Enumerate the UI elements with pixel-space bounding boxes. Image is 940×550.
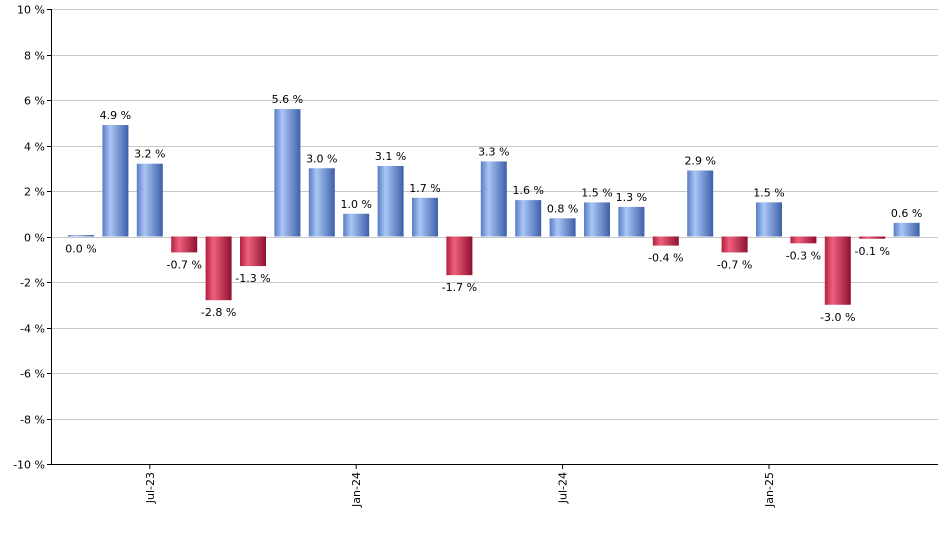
axes	[51, 9, 938, 465]
data-label-jun-24: 3.3 %	[478, 145, 509, 158]
y-tick-label: -4 %	[20, 323, 45, 336]
data-label-sep-24: 1.5 %	[581, 186, 612, 199]
bar-apr-25	[824, 236, 851, 305]
bar-dec-23	[274, 109, 301, 237]
data-label-jun-25: 0.6 %	[891, 207, 922, 220]
data-label-sep-23: -0.7 %	[166, 258, 201, 271]
data-label-jan-24: 3.0 %	[306, 152, 337, 165]
data-label-feb-24: 1.0 %	[340, 198, 371, 211]
y-tick-label: 10 %	[17, 4, 45, 17]
bar-may-25	[859, 236, 886, 239]
bar-jan-24	[308, 168, 335, 237]
x-tick-label: Jan-25	[763, 472, 776, 508]
y-tick-label: -2 %	[20, 277, 45, 290]
data-label-may-25: -0.1 %	[854, 245, 889, 258]
bar-mar-24	[377, 165, 404, 237]
bars	[68, 109, 920, 305]
bar-jul-24	[515, 200, 542, 237]
bar-jun-24	[480, 161, 507, 237]
data-label-may-24: -1.7 %	[442, 281, 477, 294]
data-label-aug-24: 0.8 %	[547, 202, 578, 215]
data-label-apr-25: -3.0 %	[820, 311, 855, 324]
bar-mar-25	[790, 236, 817, 244]
bar-dec-24	[687, 170, 714, 237]
y-tick-label: 8 %	[24, 50, 45, 63]
data-label-nov-24: -0.4 %	[648, 252, 683, 265]
x-axis-tick-labels: Jul-23 Jan-24 Jul-24 Jan-25	[144, 464, 776, 508]
data-label-dec-24: 2.9 %	[684, 155, 715, 168]
data-label-apr-24: 1.7 %	[409, 182, 440, 195]
y-tick-label: -6 %	[20, 368, 45, 381]
data-label-oct-23: -2.8 %	[201, 306, 236, 319]
y-axis-tick-labels: 10 % 8 % 6 % 4 % 2 % 0 % -2 % -4 % -6 % -8 % -10 %	[13, 4, 51, 472]
bar-feb-24	[343, 213, 370, 237]
bar-jun-23	[68, 235, 94, 237]
data-label-feb-25: 1.5 %	[753, 186, 784, 199]
bar-may-24	[446, 236, 473, 276]
bar-jun-25	[893, 222, 920, 237]
data-label-jan-25: -0.7 %	[717, 258, 752, 271]
data-label-aug-23: 3.2 %	[134, 148, 165, 161]
bar-feb-25	[756, 202, 782, 237]
y-tick-label: -8 %	[20, 414, 45, 427]
bar-nov-23	[240, 236, 266, 267]
bar-jan-25	[721, 236, 748, 253]
data-label-mar-24: 3.1 %	[375, 150, 406, 163]
data-label-oct-24: 1.3 %	[616, 191, 647, 204]
x-tick-label: Jul-24	[557, 472, 570, 504]
bar-aug-24	[549, 218, 576, 237]
y-tick-label: 6 %	[24, 95, 45, 108]
y-tick-label: -10 %	[13, 459, 45, 472]
bar-aug-23	[136, 163, 163, 237]
bar-apr-24	[412, 197, 438, 237]
data-label-nov-23: -1.3 %	[235, 272, 270, 285]
bar-nov-24	[652, 236, 679, 246]
y-tick-label: 0 %	[24, 232, 45, 245]
x-tick-label: Jul-23	[144, 472, 157, 504]
x-tick-label: Jan-24	[350, 472, 363, 508]
data-label-jul-23: 4.9 %	[100, 109, 131, 122]
data-labels: 0.0 % 4.9 % 3.2 % -0.7 % -2.8 % -1.3 % 5.6 % 3.…	[65, 93, 922, 324]
bar-sep-24	[584, 202, 610, 237]
data-label-jun-23: 0.0 %	[65, 243, 96, 256]
data-label-dec-23: 5.6 %	[272, 93, 303, 106]
y-tick-label: 4 %	[24, 141, 45, 154]
data-label-mar-25: -0.3 %	[786, 249, 821, 262]
bar-oct-23	[205, 236, 232, 301]
y-tick-label: 2 %	[24, 186, 45, 199]
data-label-jul-24: 1.6 %	[512, 184, 543, 197]
bar-sep-23	[171, 236, 198, 253]
bar-oct-24	[618, 206, 645, 237]
bar-jul-23	[102, 125, 129, 237]
